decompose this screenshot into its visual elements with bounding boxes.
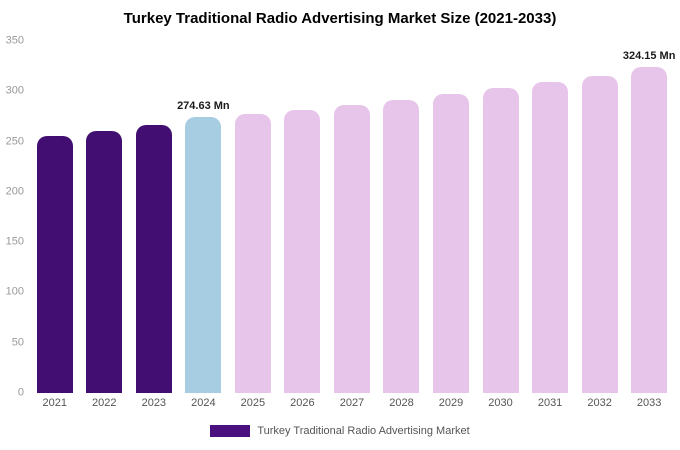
bar-column: 324.15 Mn bbox=[623, 41, 675, 393]
bar-2028[interactable] bbox=[383, 99, 420, 393]
y-tick-label: 200 bbox=[5, 185, 24, 198]
bar-column bbox=[278, 41, 328, 393]
bar-2032[interactable] bbox=[581, 75, 618, 393]
x-axis: 2021 2022 2023 2024 2025 2026 2027 2028 2029 2030… bbox=[30, 393, 674, 413]
x-tick-label: 2032 bbox=[587, 397, 612, 409]
x-tick-label: 2023 bbox=[141, 397, 167, 409]
bar-column bbox=[80, 41, 130, 393]
legend[interactable]: Turkey Traditional Radio Advertising Mar… bbox=[0, 425, 680, 437]
x-tick-label: 2033 bbox=[636, 397, 662, 409]
bar-2022[interactable] bbox=[86, 130, 123, 393]
bar-column bbox=[377, 41, 427, 393]
y-tick-label: 350 bbox=[5, 34, 24, 47]
x-tick-label: 2021 bbox=[42, 397, 67, 409]
x-tick-label: 2025 bbox=[240, 397, 266, 409]
bar-value-label: 324.15 Mn bbox=[622, 50, 676, 62]
bar-column bbox=[476, 41, 526, 393]
x-tick-label: 2026 bbox=[290, 397, 315, 409]
bar-2027[interactable] bbox=[333, 104, 370, 393]
x-tick-label: 2024 bbox=[191, 397, 216, 409]
bar-column bbox=[30, 41, 80, 393]
bar-column: 274.63 Mn bbox=[177, 41, 230, 393]
chart-body: 0 50 100 150 200 250 300 350 274.63 Mn 324.15 Mn bbox=[6, 35, 676, 398]
legend-swatch bbox=[210, 425, 251, 437]
x-tick-label: 2022 bbox=[92, 397, 117, 409]
x-tick-label: 2027 bbox=[339, 397, 365, 409]
bar-column bbox=[327, 41, 377, 393]
legend-label: Turkey Traditional Radio Advertising Mar… bbox=[257, 425, 470, 437]
bar-2031[interactable] bbox=[532, 82, 569, 393]
bar-value-label: 274.63 Mn bbox=[177, 99, 230, 112]
bar-2024[interactable]: 274.63 Mn bbox=[177, 100, 230, 393]
bar-2026[interactable] bbox=[284, 109, 321, 393]
y-tick-label: 100 bbox=[5, 285, 24, 298]
x-tick-label: 2029 bbox=[438, 397, 464, 409]
chart-title: Turkey Traditional Radio Advertising Mar… bbox=[123, 10, 557, 27]
x-tick-label: 2030 bbox=[488, 397, 513, 409]
bar-column bbox=[575, 41, 625, 393]
bar-column bbox=[426, 41, 476, 393]
y-axis: 0 50 100 150 200 250 300 350 bbox=[0, 35, 26, 398]
bar-column bbox=[228, 41, 278, 393]
bar-column bbox=[129, 41, 179, 393]
x-tick-label: 2031 bbox=[537, 397, 563, 409]
x-tick-label: 2028 bbox=[389, 397, 414, 409]
y-tick-label: 250 bbox=[5, 135, 24, 148]
y-tick-label: 300 bbox=[5, 84, 24, 97]
y-tick-label: 150 bbox=[5, 235, 24, 248]
bar-2023[interactable] bbox=[135, 125, 172, 393]
y-tick-label: 50 bbox=[11, 336, 24, 349]
bar-2025[interactable] bbox=[234, 113, 271, 393]
bar-2033[interactable]: 324.15 Mn bbox=[623, 50, 675, 393]
bar-column bbox=[525, 41, 575, 393]
plot-area: 274.63 Mn 324.15 Mn bbox=[30, 41, 675, 393]
bar-2030[interactable] bbox=[482, 87, 519, 393]
y-tick-label: 0 bbox=[17, 386, 24, 399]
bar-2029[interactable] bbox=[433, 93, 470, 393]
bar-2021[interactable] bbox=[36, 135, 73, 393]
